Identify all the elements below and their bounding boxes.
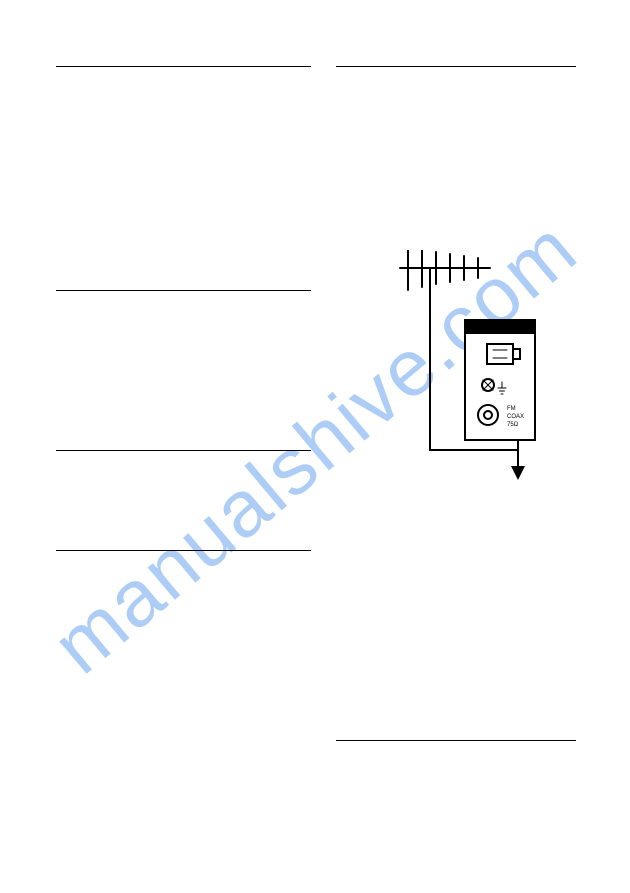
receiver-panel (465, 320, 535, 440)
arrow-down-icon (511, 466, 525, 480)
diagram-svg: FM COAX 75Ω (370, 250, 570, 480)
coax-label: COAX (507, 414, 524, 420)
ohm-label: 75Ω (507, 422, 519, 428)
receiver-panel-header (465, 320, 535, 334)
page: manualshive.com (0, 0, 630, 893)
antenna-wiring-diagram: FM COAX 75Ω (370, 250, 570, 480)
fm-label: FM (507, 406, 516, 412)
left-rule-0 (56, 66, 311, 67)
right-rule-0 (336, 66, 576, 67)
left-rule-3 (56, 550, 311, 551)
right-rule-1 (336, 740, 576, 741)
left-rule-1 (56, 290, 311, 291)
left-rule-2 (56, 450, 311, 451)
